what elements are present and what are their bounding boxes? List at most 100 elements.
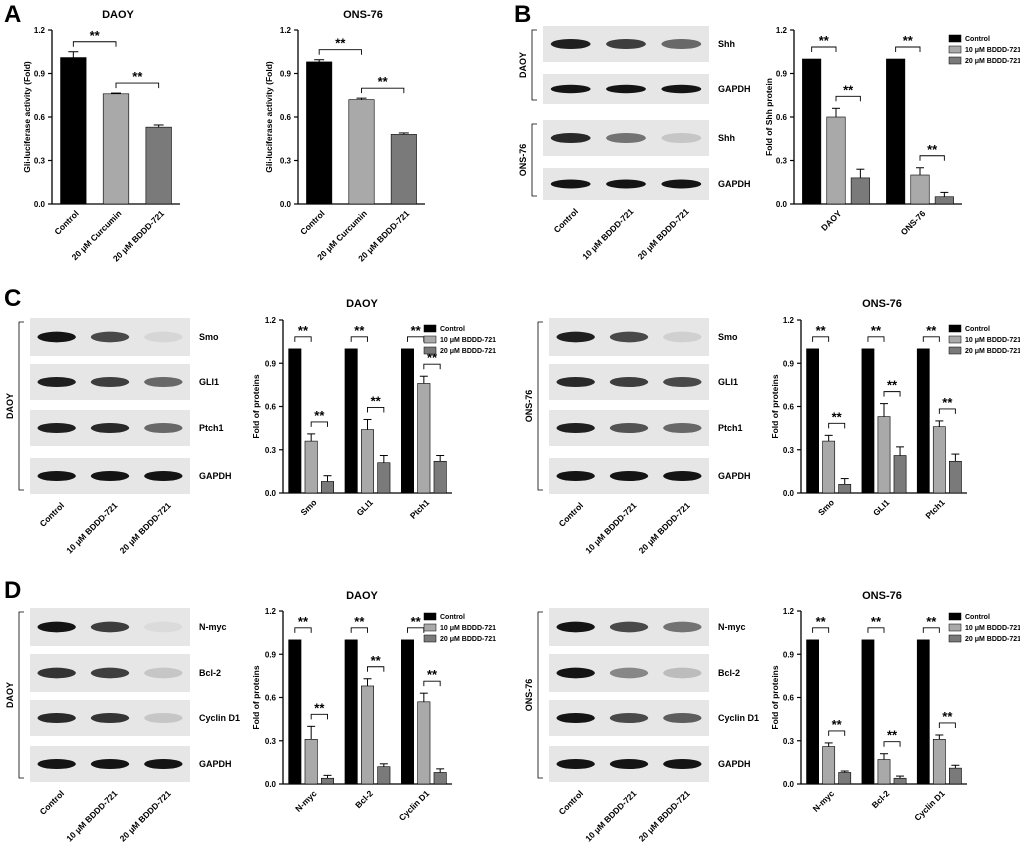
legend-swatch <box>948 335 962 344</box>
significance-marker: ** <box>411 614 422 629</box>
legend-swatch <box>948 56 962 65</box>
chart-c2: ONS-76 0.0 0.3 0.6 0.9 1.2 Fold of proteins ** *… <box>770 298 1020 521</box>
y-tick-label: 0.3 <box>34 157 46 166</box>
y-tick-label: 0.6 <box>280 113 292 122</box>
blot-band <box>37 667 76 679</box>
blot-band <box>663 376 702 388</box>
significance-marker: ** <box>927 142 938 157</box>
chart-d1: DAOY 0.0 0.3 0.6 0.9 1.2 Fold of proteins ** ** N… <box>251 590 496 823</box>
y-tick-label: 0.9 <box>776 70 788 79</box>
significance-bracket <box>867 627 885 633</box>
legend-swatch <box>948 623 962 632</box>
blot-group-label: ONS-76 <box>524 390 534 423</box>
blot-band <box>550 84 591 94</box>
blot-group-label: ONS-76 <box>518 144 528 177</box>
y-tick-label: 0.9 <box>34 70 46 79</box>
blot-band <box>556 470 595 482</box>
blot-band <box>37 331 76 343</box>
bar <box>344 639 358 785</box>
blot-band <box>90 621 130 633</box>
bar <box>806 639 820 785</box>
blot-row-label: N-myc <box>718 622 746 632</box>
chart-b: 0.0 0.3 0.6 0.9 1.2 Fold of Shh protein ** ** DA… <box>764 26 1020 237</box>
significance-marker: ** <box>314 408 325 423</box>
significance-bracket <box>423 363 441 370</box>
bar <box>861 348 875 494</box>
lane-label: Control <box>38 500 66 528</box>
bar <box>417 701 431 785</box>
bar <box>361 685 374 785</box>
blot-band <box>663 621 702 633</box>
blot-band <box>663 470 702 482</box>
legend-swatch <box>423 346 437 355</box>
significance-bracket <box>811 46 837 52</box>
significance-marker: ** <box>427 350 438 365</box>
x-category-label: Smo <box>816 497 836 517</box>
blot-row-label: GAPDH <box>199 471 232 481</box>
significance-marker: ** <box>378 74 389 89</box>
blot-row-label: GAPDH <box>718 179 751 189</box>
y-tick-label: 1.2 <box>280 26 292 35</box>
legend-label: Control <box>440 614 465 621</box>
blot-row-label: GAPDH <box>718 471 751 481</box>
blot-band <box>609 331 649 343</box>
legend-swatch <box>423 335 437 344</box>
blot-band <box>663 667 702 679</box>
bar <box>377 766 391 785</box>
x-category-label: DAOY <box>819 208 844 233</box>
bar <box>932 739 946 785</box>
blot-group-label: DAOY <box>518 52 528 78</box>
blot-row-label: Bcl-2 <box>718 668 740 678</box>
blot-row-label: Ptch1 <box>718 423 743 433</box>
x-category-label: Bcl-2 <box>353 788 375 810</box>
significance-bracket <box>318 49 362 55</box>
significance-bracket <box>812 627 830 633</box>
y-tick-label: 0.6 <box>265 694 277 703</box>
group-bracket <box>531 123 537 197</box>
legend-swatch <box>948 346 962 355</box>
bar <box>806 348 820 494</box>
bar <box>802 58 822 205</box>
lane-label: Control <box>552 206 580 234</box>
lane-label: 20 μM BDDD-721 <box>637 788 692 843</box>
significance-bracket <box>115 82 160 89</box>
x-category-label: Cyclin D1 <box>912 788 947 823</box>
bar <box>377 462 391 494</box>
y-tick-label: 0.3 <box>280 157 292 166</box>
significance-marker: ** <box>887 728 898 743</box>
chart-title: ONS-76 <box>862 590 902 602</box>
x-category-label: GLI1 <box>871 497 892 518</box>
bar <box>288 639 302 785</box>
group-bracket <box>537 611 543 779</box>
bar <box>60 57 87 205</box>
significance-bracket <box>922 627 940 633</box>
chart-d2: ONS-76 0.0 0.3 0.6 0.9 1.2 Fold of proteins ** *… <box>770 590 1020 823</box>
blot-row-label: GAPDH <box>718 84 751 94</box>
bar <box>321 777 335 785</box>
bar <box>877 759 891 785</box>
y-tick-label: 0.3 <box>783 737 795 746</box>
bar <box>877 416 891 494</box>
significance-bracket <box>350 627 368 633</box>
blot-band <box>37 422 76 434</box>
blot-row-label: Bcl-2 <box>199 668 221 678</box>
blot-band <box>550 132 591 144</box>
blot-band <box>144 712 183 724</box>
blot-band <box>37 758 76 770</box>
blot-band <box>609 712 649 724</box>
bar <box>361 429 374 494</box>
legend-swatch <box>423 324 437 333</box>
legend-label: 10 μM BDDD-721 <box>440 625 496 632</box>
y-tick-label: 0.0 <box>265 780 277 789</box>
significance-bracket <box>350 336 368 342</box>
significance-marker: ** <box>832 717 843 732</box>
legend-swatch <box>948 612 962 621</box>
blot-row-label: Cyclin D1 <box>199 713 240 723</box>
x-category-label: Control <box>298 208 326 236</box>
blot-band <box>90 422 130 434</box>
lane-label: Control <box>38 788 66 816</box>
significance-bracket <box>812 336 830 342</box>
y-tick-label: 0.3 <box>776 157 788 166</box>
y-tick-label: 0.3 <box>265 737 277 746</box>
